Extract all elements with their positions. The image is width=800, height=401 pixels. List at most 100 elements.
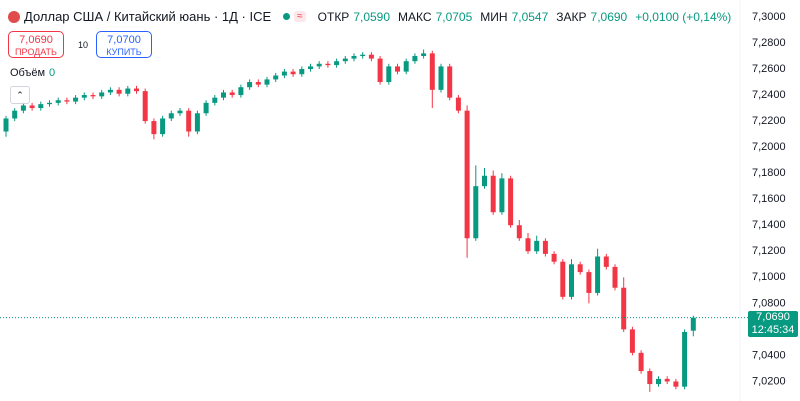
- candle-body: [664, 378, 670, 382]
- y-tick-label: 7,1000: [752, 271, 786, 283]
- y-tick-label: 7,1600: [752, 193, 786, 205]
- candle-body: [621, 287, 627, 330]
- candle-body: [542, 240, 548, 254]
- candle-body: [38, 104, 44, 109]
- collapse-button[interactable]: ⌃: [10, 86, 30, 104]
- candle-body: [221, 92, 226, 98]
- high-label: МАКС: [398, 9, 432, 24]
- candle-body: [368, 54, 374, 59]
- y-tick-label: 7,2000: [752, 141, 786, 153]
- candle-body: [429, 53, 435, 90]
- candle-body: [447, 66, 453, 98]
- candle-body: [629, 329, 635, 353]
- candle-body: [508, 178, 514, 226]
- candle-body: [290, 71, 296, 75]
- volume-label: Объём: [10, 67, 46, 79]
- close-value: 7,0690: [590, 9, 628, 24]
- last-price: 7,0690: [756, 311, 790, 323]
- candle-body: [73, 97, 79, 102]
- candle-body: [299, 69, 305, 75]
- candle-body: [334, 61, 340, 66]
- candle-body: [186, 110, 192, 132]
- candle-body: [151, 121, 157, 135]
- candle-body: [551, 253, 557, 262]
- candle-body: [342, 58, 348, 62]
- sell-price: 7,0690: [19, 34, 53, 46]
- candle-body: [81, 95, 87, 98]
- y-tick-label: 7,2400: [752, 89, 786, 101]
- y-tick-label: 7,1400: [752, 219, 786, 231]
- candle-body: [656, 378, 661, 385]
- candle-body: [595, 256, 601, 293]
- candle-body: [255, 82, 261, 85]
- candle-body: [682, 331, 688, 387]
- candle-body: [107, 89, 113, 93]
- buy-button[interactable]: 7,0700 КУПИТЬ: [96, 31, 152, 58]
- candle-body: [569, 264, 574, 297]
- candle-body: [247, 82, 253, 88]
- candle-body: [473, 186, 479, 239]
- candle-body: [134, 88, 139, 92]
- y-tick-label: 7,2800: [752, 37, 786, 49]
- candle-body: [586, 272, 592, 293]
- candle-body: [238, 87, 244, 96]
- candle-body: [464, 110, 470, 239]
- candle-body: [125, 88, 131, 94]
- buy-price: 7,0700: [107, 34, 141, 46]
- candle-body: [647, 371, 653, 385]
- buy-label: КУПИТЬ: [106, 47, 142, 57]
- quantity: 10: [78, 40, 89, 50]
- candle-body: [482, 175, 487, 187]
- candle-body: [212, 97, 218, 103]
- symbol-title[interactable]: Доллар США / Китайский юань · 1Д · ICE: [24, 9, 272, 24]
- y-tick-label: 7,3000: [752, 11, 786, 23]
- candle-body: [12, 110, 18, 119]
- volume: Объём 0: [10, 67, 55, 79]
- low-label: МИН: [480, 9, 508, 24]
- candle-body: [90, 95, 96, 97]
- candle-body: [499, 178, 505, 213]
- candle-body: [264, 79, 270, 85]
- candle-body: [403, 61, 409, 72]
- candle-body: [577, 264, 583, 273]
- open-value: 7,0590: [353, 9, 391, 24]
- y-tick-label: 7,2200: [752, 115, 786, 127]
- low-value: 7,0547: [511, 9, 549, 24]
- candle-body: [395, 66, 400, 72]
- close-label: ЗАКР: [556, 9, 587, 24]
- header: Доллар США / Китайский юань · 1Д · ICE ≈…: [8, 9, 735, 24]
- change-value: +0,0100 (+0,14%): [635, 9, 732, 24]
- candle-body: [194, 113, 200, 132]
- candle-body: [455, 97, 461, 111]
- candle-body: [55, 100, 61, 103]
- open-label: ОТКР: [317, 9, 350, 24]
- candle-body: [116, 89, 122, 94]
- candle-body: [325, 63, 331, 66]
- sell-button[interactable]: 7,0690 ПРОДАТЬ: [8, 31, 64, 58]
- candle-body: [308, 66, 313, 70]
- candle-body: [412, 55, 418, 62]
- candle-body: [229, 92, 235, 96]
- symbol-icon: [8, 10, 20, 23]
- candle-body: [64, 100, 70, 102]
- candle-body: [360, 54, 366, 56]
- candle-body: [516, 225, 522, 239]
- candle-body: [160, 118, 166, 135]
- high-value: 7,0705: [435, 9, 473, 24]
- last-price-label: 7,0690 12:45:34: [748, 311, 798, 337]
- candle-body: [638, 352, 644, 372]
- y-tick-label: 7,1200: [752, 245, 786, 257]
- candle-body: [673, 381, 679, 387]
- sell-label: ПРОДАТЬ: [15, 47, 57, 57]
- y-tick-label: 7,0400: [752, 349, 786, 361]
- status-badge: ≈: [294, 11, 306, 22]
- candle-body: [3, 118, 9, 132]
- candle-body: [203, 102, 209, 114]
- candle-body: [560, 261, 566, 297]
- candle-body: [47, 102, 52, 105]
- candle-body: [142, 91, 148, 122]
- candle-body: [99, 92, 105, 97]
- candle-body: [351, 55, 357, 59]
- countdown: 12:45:34: [751, 324, 795, 336]
